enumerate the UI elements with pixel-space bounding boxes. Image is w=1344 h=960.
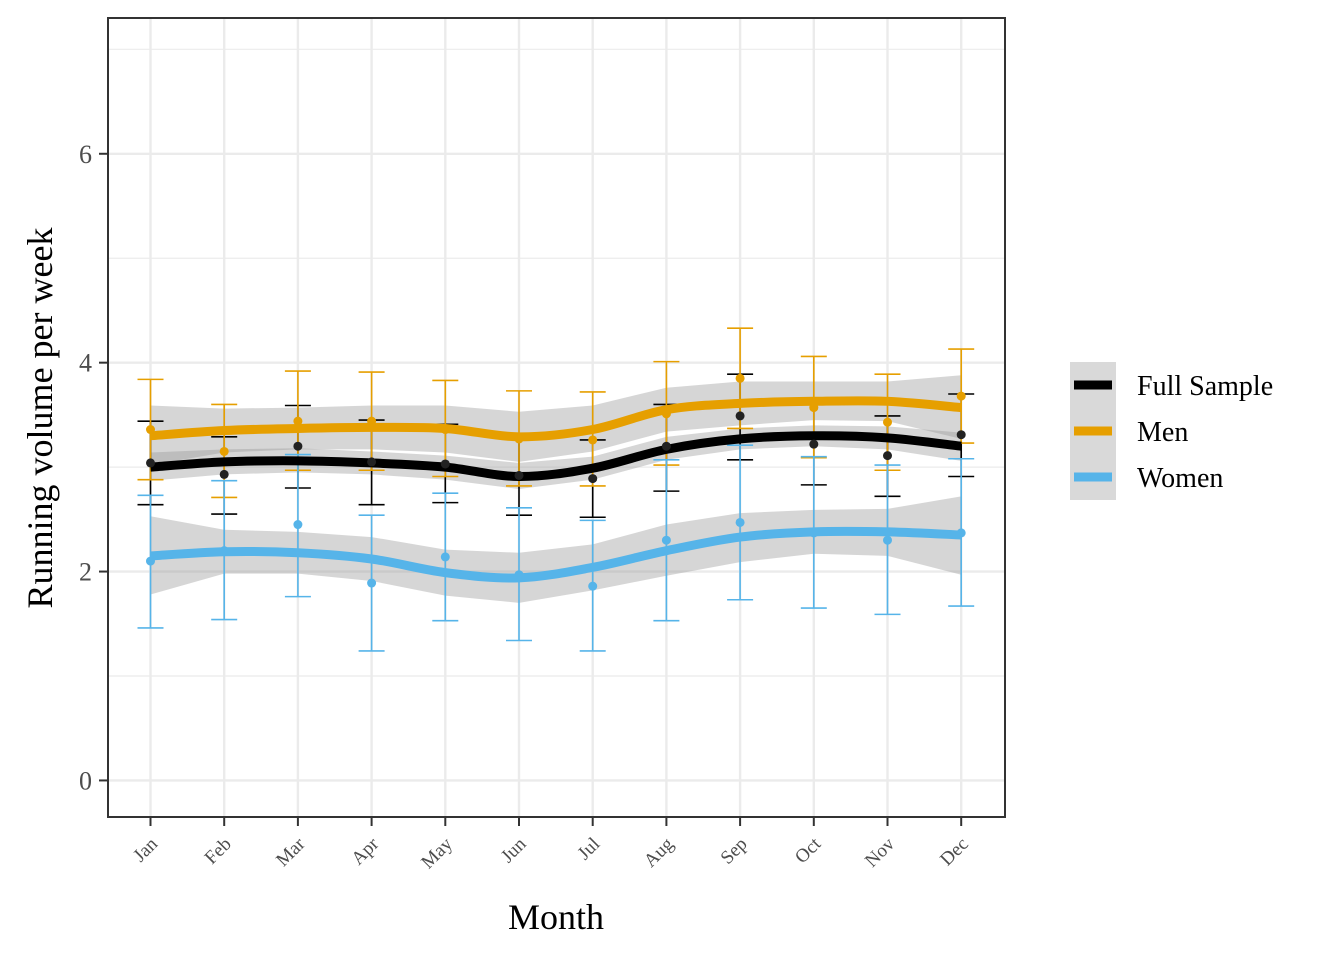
mean-point	[661, 441, 671, 451]
legend-label: Full Sample	[1137, 371, 1273, 402]
mean-point	[440, 459, 450, 469]
mean-points	[146, 373, 966, 591]
mean-point	[588, 581, 598, 591]
smooth-lines	[150, 396, 962, 583]
mean-point	[809, 403, 819, 413]
legend-label: Men	[1137, 417, 1188, 448]
mean-point	[146, 425, 155, 435]
mean-point	[588, 474, 598, 484]
mean-point	[219, 469, 229, 479]
smooth-line	[150, 526, 962, 583]
mean-point	[883, 535, 892, 545]
mean-point	[293, 520, 303, 530]
smooth-line	[150, 396, 962, 442]
mean-point	[514, 434, 524, 444]
mean-point	[883, 417, 892, 427]
plot-panel-border	[107, 17, 1006, 818]
y-tick-label: 2	[79, 558, 92, 587]
grid	[108, 18, 1005, 817]
mean-point	[809, 528, 819, 538]
plot-panel	[108, 18, 1005, 817]
mean-point	[293, 441, 303, 451]
mean-point	[219, 446, 229, 456]
mean-point	[588, 435, 598, 445]
mean-point	[514, 570, 524, 580]
confidence-band	[150, 375, 962, 466]
mean-point	[367, 416, 377, 426]
mean-point	[146, 556, 155, 566]
y-axis-title: Running volume per week	[20, 228, 60, 609]
y-tick-label: 0	[79, 766, 92, 795]
mean-point	[440, 425, 450, 435]
legend: Full Sample Men Women	[1070, 362, 1273, 500]
y-tick-label: 6	[79, 140, 92, 169]
mean-point	[514, 470, 524, 480]
mean-point	[956, 528, 966, 538]
mean-point	[661, 409, 671, 419]
mean-point	[293, 416, 303, 426]
smooth-line	[150, 431, 962, 482]
mean-point	[735, 373, 745, 383]
confidence-band	[150, 496, 962, 603]
mean-point	[661, 535, 671, 545]
mean-point	[735, 411, 745, 421]
x-axis-title: Month	[508, 897, 604, 937]
mean-point	[956, 430, 966, 440]
mean-point	[735, 517, 745, 527]
mean-point	[956, 391, 966, 401]
mean-point	[809, 439, 819, 449]
mean-point	[219, 546, 229, 556]
mean-point	[146, 458, 155, 468]
mean-point	[440, 552, 450, 562]
legend-label: Women	[1137, 463, 1223, 494]
mean-point	[367, 457, 377, 467]
y-tick-label: 4	[79, 349, 92, 378]
mean-point	[367, 578, 377, 588]
mean-point	[883, 451, 892, 461]
